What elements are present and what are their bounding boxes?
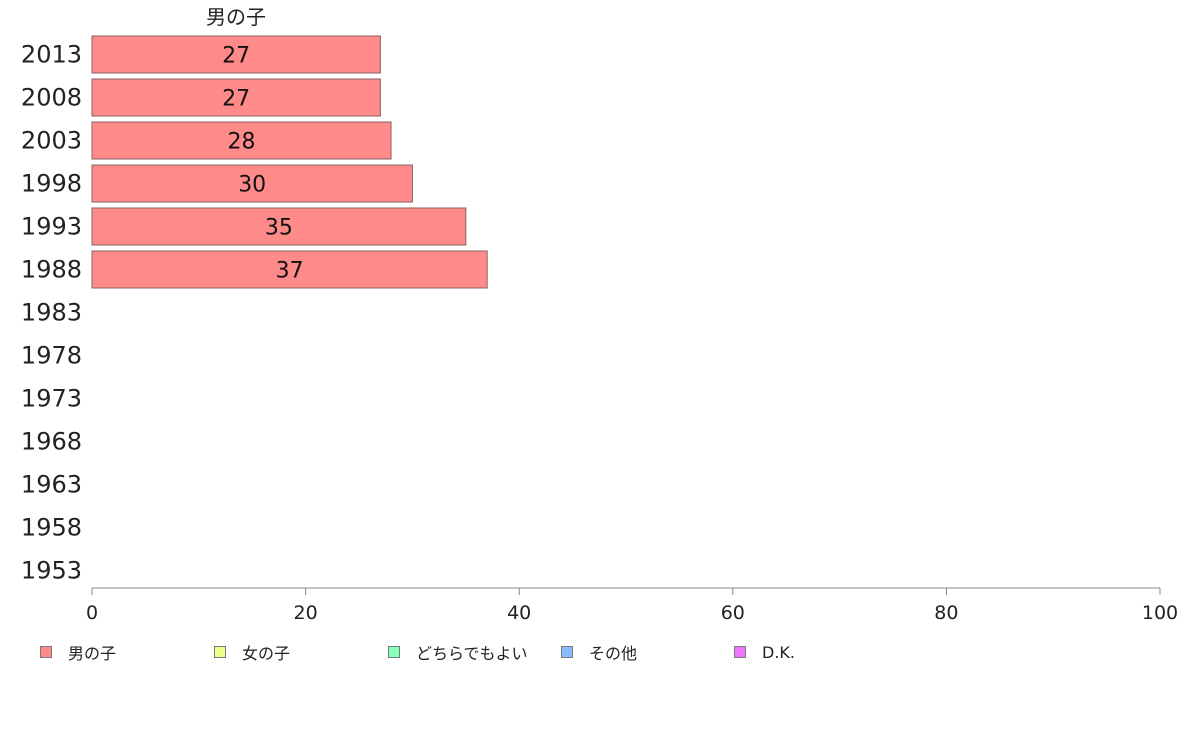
bar: [91, 164, 413, 203]
legend-swatch: [214, 646, 226, 658]
x-tick-label: 40: [507, 602, 531, 624]
legend-item: 男の子: [40, 641, 116, 663]
y-tick-label: 1963: [21, 471, 82, 499]
y-tick-label: 2008: [21, 84, 82, 112]
legend-item: 女の子: [214, 641, 290, 663]
y-tick-label: 1958: [21, 514, 82, 542]
x-tick-label: 100: [1142, 602, 1178, 624]
bar: [91, 250, 488, 289]
chart-title: 男の子: [206, 5, 266, 29]
bar-value-label: 37: [276, 259, 304, 284]
x-tick-label: 20: [294, 602, 318, 624]
legend: 男の子 女の子 どちらでもよい その他 D.K.: [0, 641, 1188, 663]
bar: [91, 207, 467, 246]
chart: 男の子 27 27 28 30 35 37 2013 2008 2003 1998 1993 198…: [21, 5, 1178, 624]
bar: [91, 78, 381, 117]
y-tick-label: 1993: [21, 213, 82, 241]
bars-group: 27 27 28 30 35 37: [91, 35, 488, 289]
bar-value-label: 27: [222, 87, 250, 112]
bar-value-label: 27: [222, 44, 250, 69]
legend-label: その他: [589, 644, 638, 663]
y-axis-labels: 2013 2008 2003 1998 1993 1988 1983 1978 1973 1968…: [21, 41, 82, 585]
legend-label: D.K.: [762, 642, 795, 662]
y-tick-label: 1983: [21, 299, 82, 327]
y-tick-label: 1968: [21, 428, 82, 456]
bar-value-label: 30: [238, 173, 266, 198]
y-tick-label: 2013: [21, 41, 82, 69]
x-tick-label: 60: [721, 602, 745, 624]
x-tick-label: 80: [934, 602, 958, 624]
bar: [91, 35, 381, 74]
y-tick-label: 1998: [21, 170, 82, 198]
y-tick-label: 1988: [21, 256, 82, 284]
legend-label: 男の子: [68, 644, 117, 663]
bar: [91, 121, 392, 160]
legend-item: その他: [561, 641, 637, 663]
bar-value-label: 28: [228, 130, 256, 155]
bar-value-label: 35: [265, 216, 293, 241]
y-tick-label: 2003: [21, 127, 82, 155]
legend-swatch: [40, 646, 52, 658]
legend-swatch: [734, 646, 746, 658]
y-tick-label: 1973: [21, 385, 82, 413]
legend-label: 女の子: [242, 644, 291, 663]
legend-label: どちらでもよい: [416, 644, 528, 663]
legend-item: どちらでもよい: [388, 641, 528, 663]
legend-swatch: [388, 646, 400, 658]
legend-item: D.K.: [734, 641, 795, 663]
legend-swatch: [561, 646, 573, 658]
x-tick-label: 0: [86, 602, 98, 624]
y-tick-label: 1978: [21, 342, 82, 370]
y-tick-label: 1953: [21, 557, 82, 585]
x-axis: 0 20 40 60 80 100: [86, 587, 1178, 624]
